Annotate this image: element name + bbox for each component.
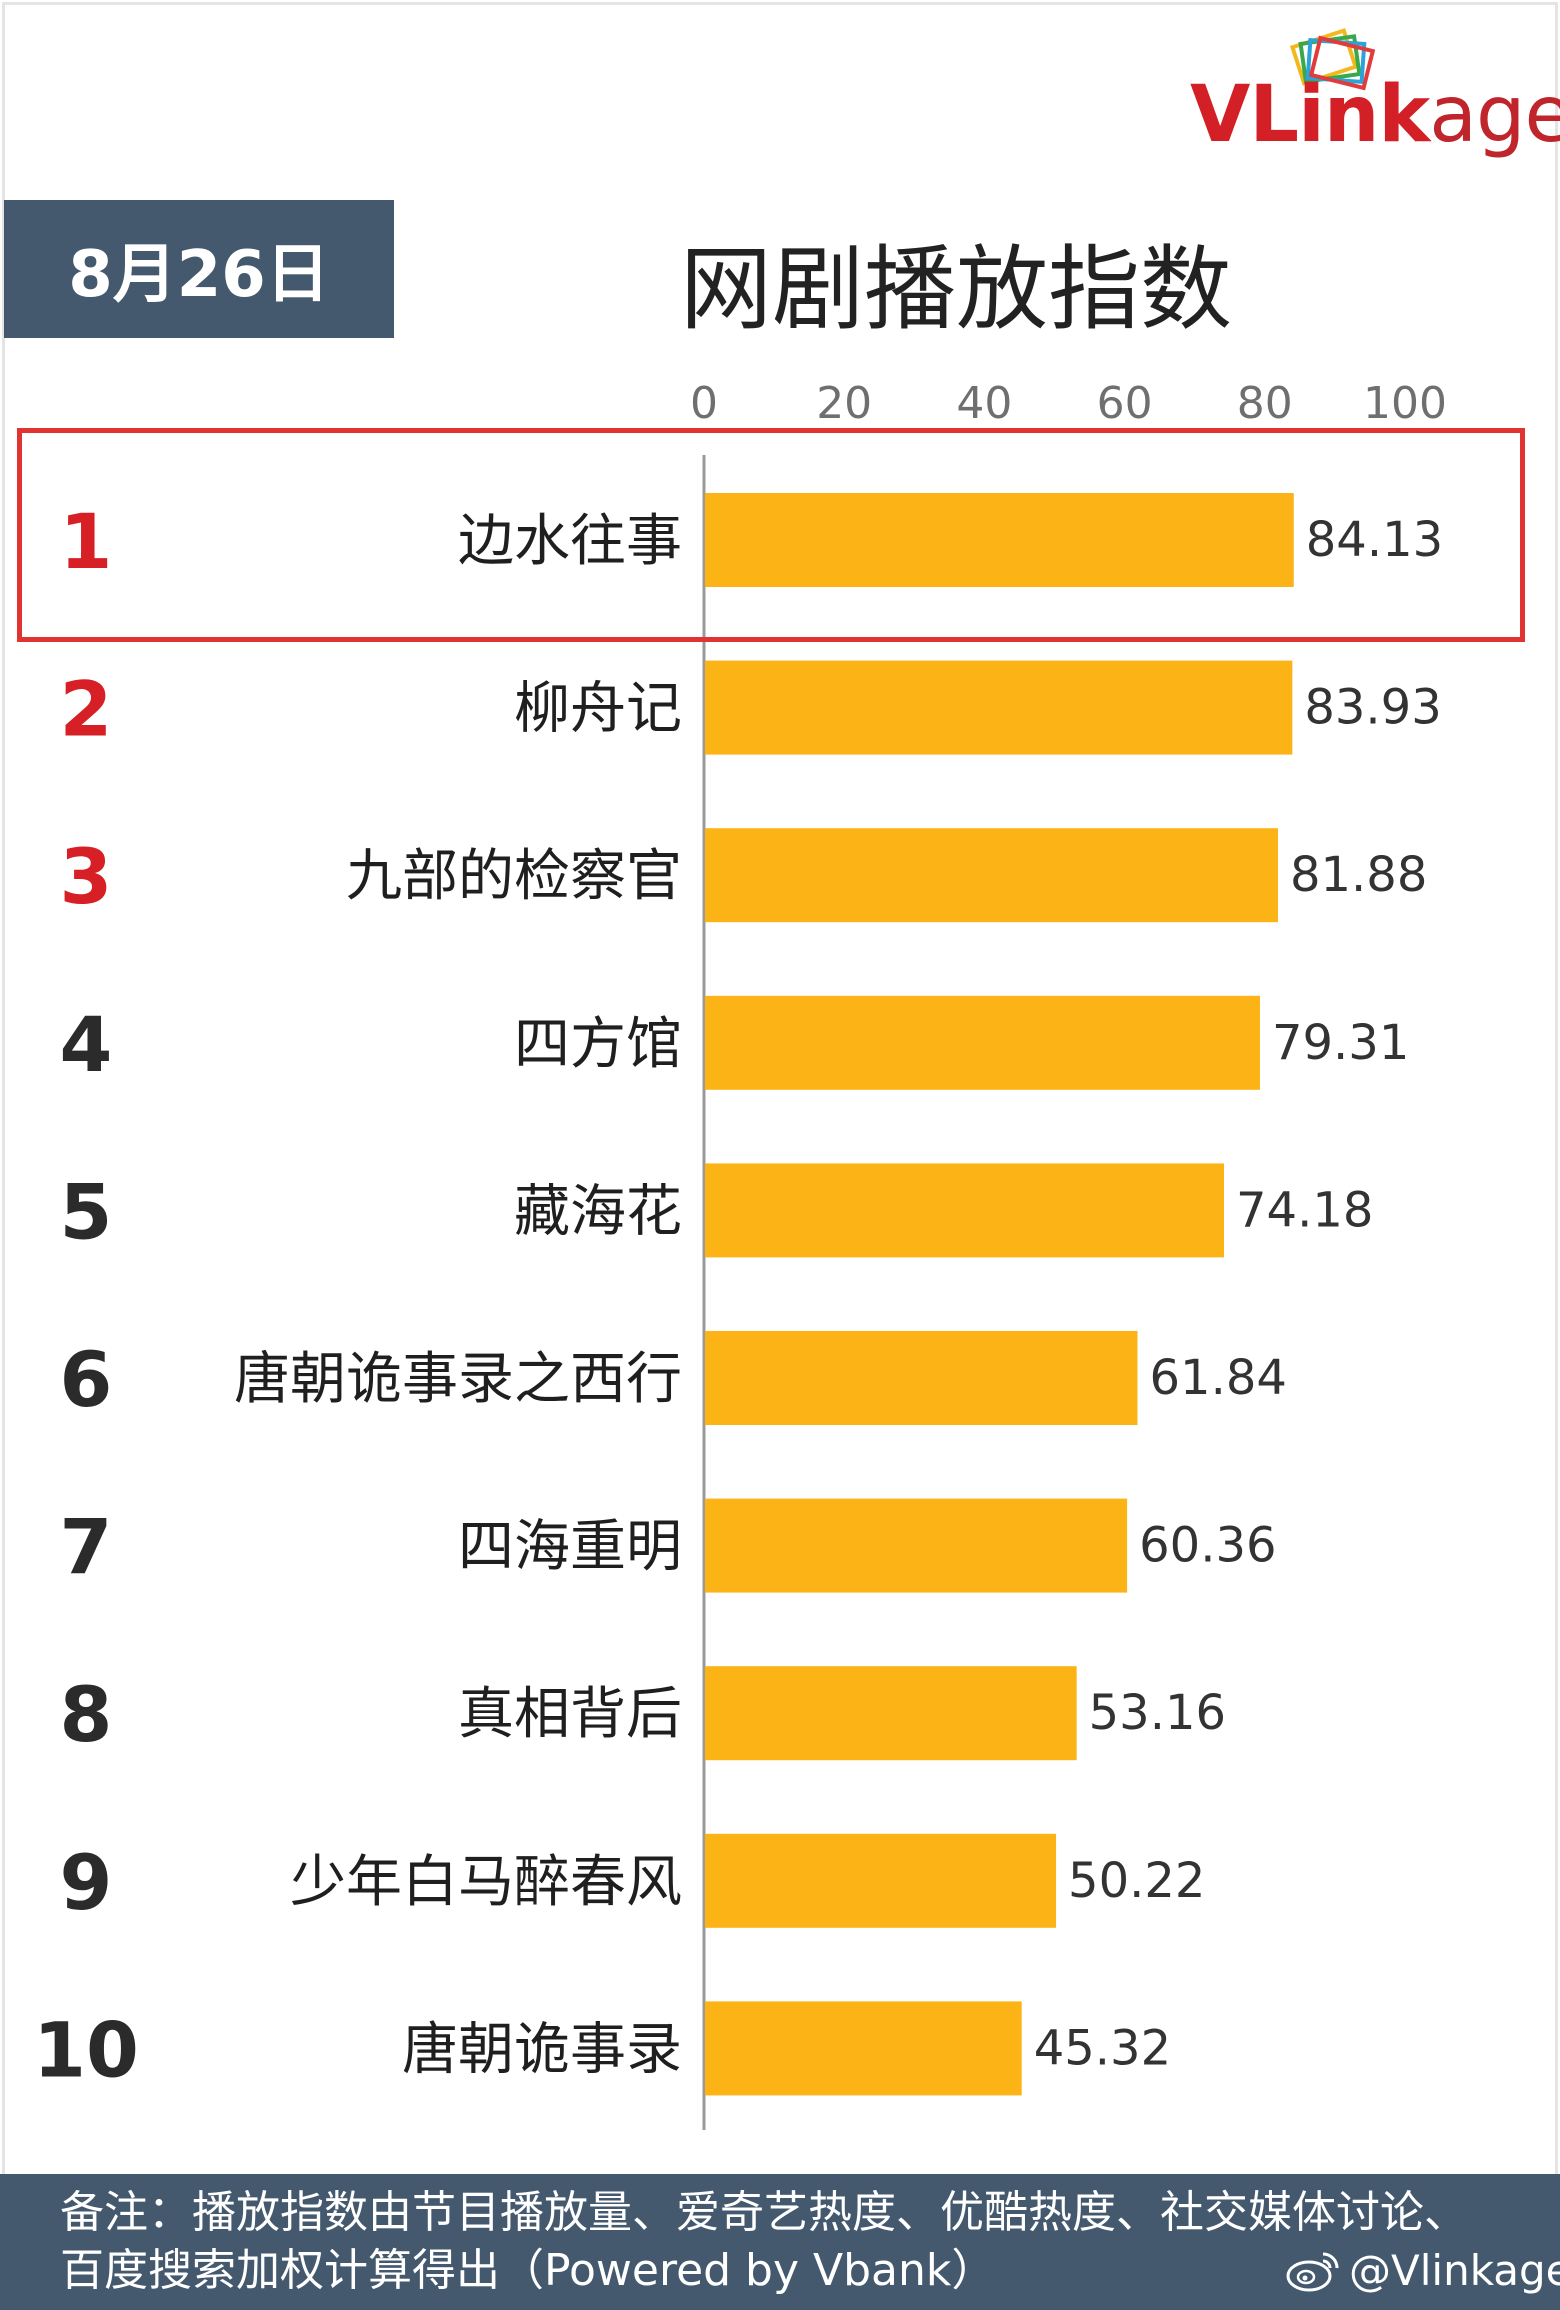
bar <box>705 1833 1057 1928</box>
weibo-icon <box>1286 2252 1339 2291</box>
x-tick-label: 100 <box>1363 378 1447 429</box>
credit-handle: @Vlinkage <box>1349 2246 1560 2295</box>
bar-value-label: 79.31 <box>1272 1015 1409 1071</box>
bar-value-label: 60.36 <box>1139 1518 1276 1574</box>
rank-number: 2 <box>60 665 113 754</box>
rank-number: 7 <box>60 1503 113 1592</box>
logo-text-ink: ink <box>1298 70 1430 160</box>
category-label: 柳舟记 <box>514 677 682 742</box>
footnote-text: 备注：播放指数由节目播放量、爱奇艺热度、优酷热度、社交媒体讨论、百度搜索加权计算… <box>60 2187 1468 2296</box>
rank-number: 10 <box>33 2005 139 2094</box>
category-label: 少年白马醉春风 <box>290 1850 682 1915</box>
category-label: 唐朝诡事录 <box>402 2017 682 2082</box>
x-tick-label: 0 <box>690 378 718 429</box>
x-tick-label: 40 <box>956 378 1012 429</box>
category-label: 四方馆 <box>514 1012 682 1077</box>
footnote-bar: 备注：播放指数由节目播放量、爱奇艺热度、优酷热度、社交媒体讨论、百度搜索加权计算… <box>0 2174 1560 2310</box>
weibo-credit: @Vlinkage <box>1285 2246 1560 2295</box>
bar-value-label: 61.84 <box>1149 1350 1286 1406</box>
bar <box>705 1498 1128 1593</box>
bar-value-label: 45.32 <box>1034 2020 1171 2076</box>
rank-number: 4 <box>60 1000 113 1089</box>
category-label: 九部的检察官 <box>346 844 682 909</box>
bar <box>705 995 1260 1090</box>
category-label: 唐朝诡事录之西行 <box>234 1347 682 1412</box>
x-tick-label: 80 <box>1237 378 1293 429</box>
logo-text-vl: VL <box>1190 70 1299 160</box>
category-label: 藏海花 <box>514 1179 682 1244</box>
rank-number: 1 <box>60 497 113 586</box>
bar-value-label: 50.22 <box>1068 1853 1205 1909</box>
bar <box>705 493 1294 587</box>
category-label: 边水往事 <box>458 509 682 574</box>
logo-wordmark: VLinkage <box>1190 70 1560 160</box>
rank-number: 3 <box>60 832 113 921</box>
rank-number: 8 <box>60 1670 113 1759</box>
chart-title: 网剧播放指数 <box>680 236 1233 343</box>
rank-number: 5 <box>60 1167 113 1256</box>
rank-number: 6 <box>60 1335 113 1424</box>
stacked-frames-icon <box>1289 28 1376 91</box>
vlinkage-logo: VLinkage <box>1180 20 1560 170</box>
logo-text-age: age <box>1429 70 1560 160</box>
date-badge: 8月26日 <box>4 200 394 338</box>
rank-number: 9 <box>60 1838 113 1927</box>
category-label: 四海重明 <box>458 1515 682 1580</box>
category-label: 真相背后 <box>458 1682 682 1747</box>
top-rank-highlight-box <box>17 428 1525 642</box>
bar <box>705 660 1293 755</box>
bar-value-label: 83.93 <box>1304 680 1441 736</box>
bar <box>705 1163 1225 1258</box>
x-tick-label: 20 <box>816 378 872 429</box>
bar-value-label: 53.16 <box>1089 1685 1226 1741</box>
bar-value-label: 74.18 <box>1236 1182 1373 1238</box>
bar-value-label: 84.13 <box>1306 512 1443 568</box>
bar <box>705 1331 1138 1425</box>
bar-value-label: 81.88 <box>1290 847 1427 903</box>
bar <box>705 1666 1077 1761</box>
x-tick-label: 60 <box>1097 378 1153 429</box>
bar <box>705 828 1278 923</box>
bar <box>705 2001 1022 2096</box>
